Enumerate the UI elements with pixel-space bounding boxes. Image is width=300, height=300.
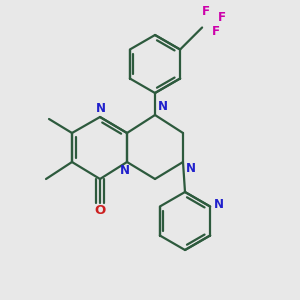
Text: F: F [202,5,210,18]
Text: O: O [94,205,106,218]
Text: N: N [96,103,106,116]
Text: N: N [158,100,168,113]
Text: N: N [186,163,196,176]
Text: F: F [212,25,220,38]
Text: N: N [214,198,224,211]
Text: F: F [218,11,226,24]
Text: N: N [120,164,130,178]
